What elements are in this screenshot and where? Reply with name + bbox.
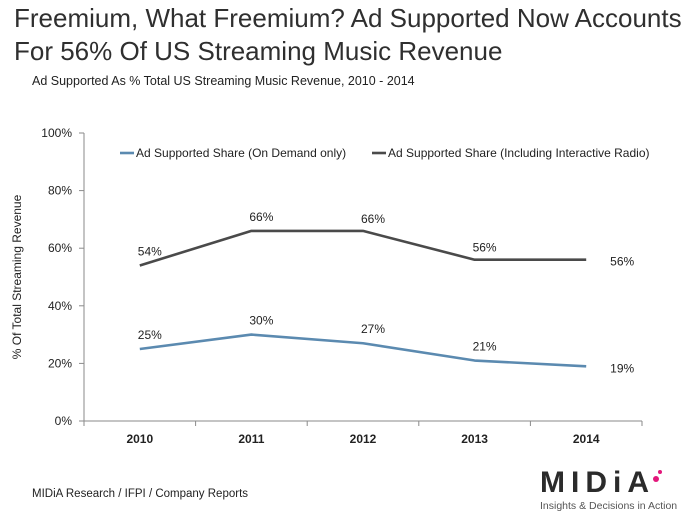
data-label: 56% [473, 241, 497, 255]
y-tick-label: 40% [48, 299, 72, 313]
y-axis-label: % Of Total Streaming Revenue [10, 194, 24, 359]
chart-subtitle: Ad Supported As % Total US Streaming Mus… [32, 74, 415, 88]
legend-label: Ad Supported Share (Including Interactiv… [388, 146, 650, 160]
data-label: 21% [473, 340, 497, 354]
legend-label: Ad Supported Share (On Demand only) [136, 146, 346, 160]
data-label: 19% [610, 361, 634, 375]
logo-dot-icon [653, 476, 659, 482]
logo-wordmark: MIDiA [540, 466, 655, 499]
logo-tagline: Insights & Decisions in Action [540, 500, 678, 512]
y-tick-label: 80% [48, 184, 72, 198]
data-label: 30% [249, 314, 273, 328]
data-label: 27% [361, 322, 385, 336]
series-line-1 [139, 333, 587, 368]
data-label: 56% [610, 255, 634, 269]
y-tick-label: 20% [48, 356, 72, 370]
x-tick-label: 2012 [350, 432, 377, 446]
x-tick-label: 2010 [126, 432, 153, 446]
series-line-2 [139, 229, 587, 267]
y-tick-label: 60% [48, 241, 72, 255]
logo-dot-small-icon [658, 470, 662, 474]
x-tick-label: 2014 [573, 432, 600, 446]
data-label: 66% [249, 210, 273, 224]
y-tick-label: 0% [55, 414, 73, 428]
midia-logo: MIDiA Insights & Decisions in Action [538, 466, 698, 514]
chart-title: Freemium, What Freemium? Ad Supported No… [14, 3, 682, 66]
data-label: 66% [361, 212, 385, 226]
x-tick-label: 2011 [238, 432, 264, 446]
data-label: 54% [138, 244, 162, 258]
data-label: 25% [138, 328, 162, 342]
x-tick-label: 2013 [461, 432, 488, 446]
y-tick-label: 100% [41, 126, 72, 140]
source-note: MIDiA Research / IFPI / Company Reports [32, 488, 249, 500]
